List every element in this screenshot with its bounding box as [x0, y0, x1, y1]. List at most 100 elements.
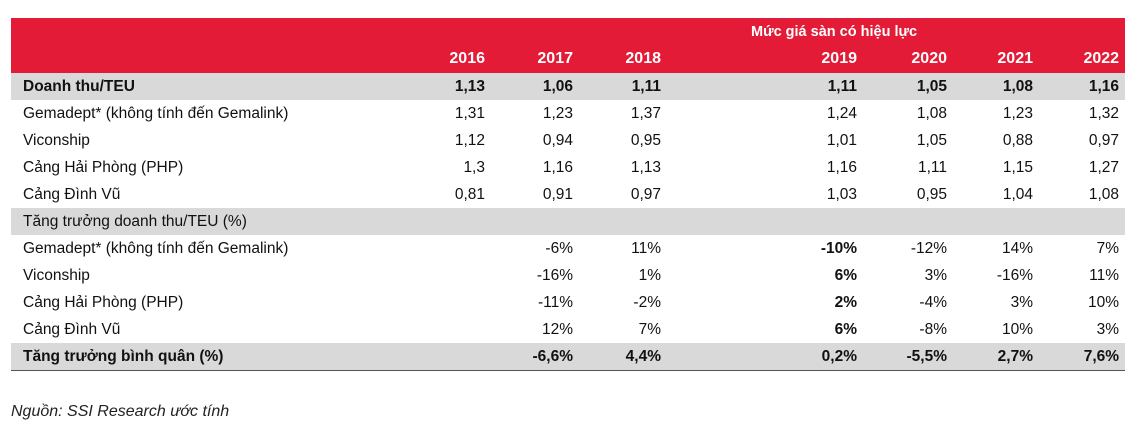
table-cell: -16%	[536, 266, 573, 284]
table-row: Viconship 1,12 0,94 0,95 1,01 1,05 0,88 …	[11, 127, 1125, 154]
row-label: Tăng trưởng doanh thu/TEU (%)	[11, 208, 389, 235]
table-cell: 1,37	[630, 104, 661, 122]
row-label: Gemadept* (không tính đến Gemalink)	[23, 104, 289, 122]
table-cell: 14%	[1001, 239, 1033, 257]
table-cell: 1,32	[1088, 104, 1120, 122]
table-row: Cảng Hải Phòng (PHP) -11% -2% 2% -4% 3% …	[11, 289, 1125, 316]
table-cell: 0,91	[542, 185, 573, 203]
source-note: Nguồn: SSI Research ước tính	[11, 403, 230, 420]
table-cell: 3%	[1096, 320, 1120, 338]
header-year-row: 2016 2017 2018 2019 2020 2021 2022	[11, 45, 1126, 73]
table-cell: 6%	[834, 320, 857, 338]
table-cell: 11%	[1089, 266, 1120, 284]
table-cell: 1,15	[1002, 158, 1033, 176]
table-cell: -5,5%	[863, 343, 953, 371]
table-cell: 7%	[638, 320, 661, 338]
table-cell: 1,04	[1002, 185, 1033, 203]
table-row: Gemadept* (không tính đến Gemalink) -6% …	[11, 235, 1125, 262]
table-cell: 1,13	[630, 158, 661, 176]
table-cell: 10%	[1001, 320, 1033, 338]
year-header: 2017	[491, 45, 579, 73]
summary-average-growth-row: Tăng trưởng bình quân (%) -6,6% 4,4% 0,2…	[11, 343, 1126, 371]
table-cell: 1,12	[454, 131, 485, 149]
table-cell: 0,94	[542, 131, 573, 149]
table-cell: -4%	[919, 293, 947, 311]
table-cell: 3%	[1010, 293, 1033, 311]
table-cell: 2%	[834, 293, 857, 311]
table-cell: 1,11	[667, 73, 863, 100]
year-header: 2022	[1039, 45, 1126, 73]
table-cell: 3%	[924, 266, 947, 284]
table-cell: 1,27	[1088, 158, 1120, 176]
table-cell: 0,97	[1088, 131, 1120, 149]
table-cell: 2,7%	[953, 343, 1039, 371]
table-cell: 1,16	[1039, 73, 1126, 100]
table-row: Cảng Đình Vũ 12% 7% 6% -8% 10% 3%	[11, 316, 1125, 343]
table-cell	[389, 316, 491, 343]
table-cell	[389, 289, 491, 316]
table-cell: 1,3	[463, 158, 485, 176]
row-label: Viconship	[23, 131, 90, 149]
effective-floor-price-label: Mức giá sàn có hiệu lực	[667, 18, 1126, 45]
table-cell: 1,05	[916, 131, 947, 149]
table-cell: 1,11	[579, 73, 667, 100]
table-cell: 1,08	[916, 104, 947, 122]
row-label: Cảng Hải Phòng (PHP)	[23, 293, 184, 311]
table-row: Cảng Hải Phòng (PHP) 1,3 1,16 1,13 1,16 …	[11, 154, 1125, 181]
year-header: 2016	[389, 45, 491, 73]
table-cell: 0,95	[916, 185, 947, 203]
table-cell: 0,2%	[667, 343, 863, 371]
table-cell: 10%	[1088, 293, 1120, 311]
table-cell: 1,16	[542, 158, 573, 176]
year-header: 2019	[667, 45, 863, 73]
table-cell: 1,11	[917, 158, 947, 176]
section-revenue-per-teu-row: Doanh thu/TEU 1,13 1,06 1,11 1,11 1,05 1…	[11, 73, 1126, 100]
data-table-container: Mức giá sàn có hiệu lực 2016 2017 2018 2…	[11, 18, 1126, 371]
table-cell: -16%	[996, 266, 1033, 284]
table-cell	[389, 235, 491, 262]
table-cell: 0,81	[454, 185, 485, 203]
row-label: Cảng Đình Vũ	[23, 320, 121, 338]
table-cell: 11%	[631, 239, 661, 257]
year-header: 2021	[953, 45, 1039, 73]
table-cell: -10%	[820, 239, 857, 257]
table-cell	[389, 343, 491, 371]
table-cell: 1,01	[826, 131, 857, 149]
table-cell: 1,08	[953, 73, 1039, 100]
table-cell: 6%	[834, 266, 857, 284]
table-cell: 1%	[638, 266, 661, 284]
header-blank-cell	[11, 18, 389, 45]
section-growth-row: Tăng trưởng doanh thu/TEU (%)	[11, 208, 1126, 235]
table-cell: -11%	[537, 293, 573, 311]
table-cell: 4,4%	[579, 343, 667, 371]
table-cell: -12%	[910, 239, 947, 257]
row-label: Tăng trưởng bình quân (%)	[11, 343, 389, 371]
row-label: Cảng Đình Vũ	[23, 185, 121, 203]
table-cell: 1,06	[491, 73, 579, 100]
table-cell: -6%	[545, 239, 573, 257]
year-header: 2018	[579, 45, 667, 73]
table-row: Gemadept* (không tính đến Gemalink) 1,31…	[11, 100, 1125, 127]
year-header: 2020	[863, 45, 953, 73]
table-cell: 0,95	[630, 131, 661, 149]
table-cell: 1,31	[454, 104, 485, 122]
row-label: Gemadept* (không tính đến Gemalink)	[23, 239, 289, 257]
table-cell: 7%	[1096, 239, 1120, 257]
table-cell: 1,23	[1002, 104, 1033, 122]
table-cell: -8%	[919, 320, 947, 338]
header-super-row: Mức giá sàn có hiệu lực	[11, 18, 1126, 45]
revenue-per-teu-table: Mức giá sàn có hiệu lực 2016 2017 2018 2…	[11, 18, 1126, 371]
table-cell: 7,6%	[1039, 343, 1126, 371]
table-cell: 1,03	[826, 185, 857, 203]
table-cell: 1,05	[863, 73, 953, 100]
table-cell: -6,6%	[491, 343, 579, 371]
table-row: Cảng Đình Vũ 0,81 0,91 0,97 1,03 0,95 1,…	[11, 181, 1125, 208]
table-cell: -2%	[633, 293, 661, 311]
table-cell: 1,16	[826, 158, 857, 176]
table-row: Viconship -16% 1% 6% 3% -16% 11%	[11, 262, 1125, 289]
table-cell: 12%	[541, 320, 573, 338]
table-cell: 0,97	[630, 185, 661, 203]
table-cell: 0,88	[1002, 131, 1033, 149]
table-cell: 1,24	[826, 104, 857, 122]
table-cell: 1,13	[389, 73, 491, 100]
